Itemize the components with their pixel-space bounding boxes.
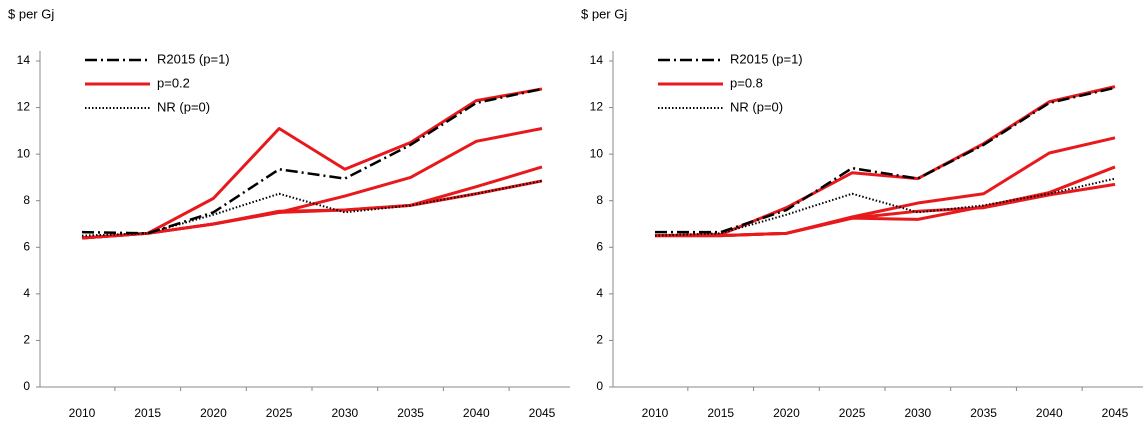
series-line: [81, 165, 543, 240]
x-tick-label: 2030: [905, 406, 932, 420]
x-tick-label: 2025: [839, 406, 866, 420]
series-line: [655, 182, 1116, 238]
series-line: [81, 127, 543, 240]
y-tick-label: 2: [23, 333, 30, 347]
legend-label: NR (p=0): [730, 99, 783, 114]
y-tick-label: 14: [590, 53, 604, 67]
y-axis-label: $ per Gj: [581, 6, 627, 21]
y-tick-label: 10: [590, 146, 604, 160]
series-line: [81, 179, 543, 237]
x-tick-label: 2020: [773, 406, 800, 420]
x-tick-label: 2025: [266, 406, 293, 420]
y-tick-label: 2: [596, 333, 603, 347]
legend-label: R2015 (p=1): [157, 51, 230, 66]
y-tick-label: 4: [23, 286, 30, 300]
x-tick-label: 2045: [529, 406, 556, 420]
x-tick-label: 2015: [134, 406, 161, 420]
x-tick-label: 2020: [200, 406, 227, 420]
x-tick-label: 2040: [463, 406, 490, 420]
x-tick-label: 2015: [707, 406, 734, 420]
x-tick-label: 2010: [69, 406, 96, 420]
y-tick-label: 6: [596, 239, 603, 253]
series-line: [654, 177, 1116, 237]
x-tick-label: 2030: [332, 406, 359, 420]
legend-label: p=0.8: [730, 75, 763, 90]
y-axis-label: $ per Gj: [8, 6, 54, 21]
series-line: [655, 136, 1116, 238]
legend-label: R2015 (p=1): [730, 51, 803, 66]
y-tick-label: 12: [17, 100, 31, 114]
y-tick-label: 4: [596, 286, 603, 300]
y-tick-label: 6: [23, 239, 30, 253]
series-line: [655, 165, 1116, 238]
x-tick-label: 2035: [397, 406, 424, 420]
y-tick-label: 0: [23, 379, 30, 393]
y-tick-label: 12: [590, 100, 604, 114]
y-tick-label: 8: [23, 193, 30, 207]
y-tick-label: 10: [17, 146, 31, 160]
x-tick-label: 2045: [1102, 406, 1129, 420]
x-tick-label: 2035: [970, 406, 997, 420]
y-tick-label: 0: [596, 379, 603, 393]
x-tick-label: 2010: [642, 406, 669, 420]
y-tick-label: 8: [596, 193, 603, 207]
y-tick-label: 14: [17, 53, 31, 67]
x-tick-label: 2040: [1036, 406, 1063, 420]
legend-label: NR (p=0): [157, 99, 210, 114]
legend-label: p=0.2: [157, 75, 190, 90]
series-line: [655, 86, 1116, 234]
series-line: [81, 87, 543, 240]
